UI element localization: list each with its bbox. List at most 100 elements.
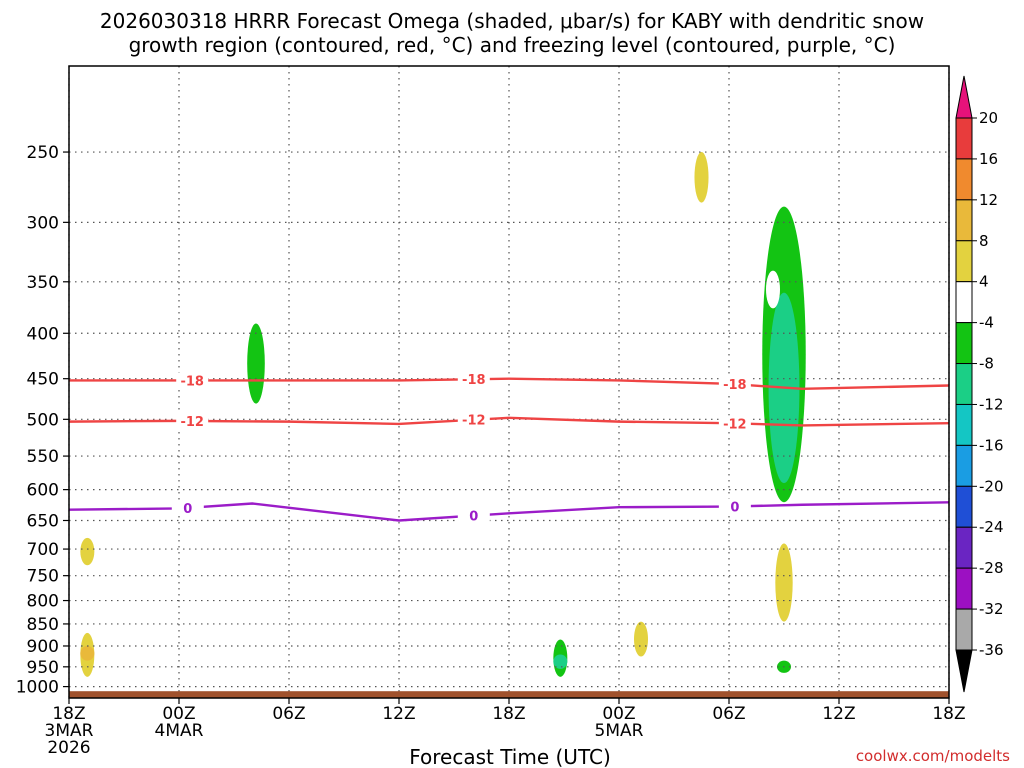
colorbar-swatch-10 <box>955 526 973 569</box>
y-tick-label-250: 250 <box>27 143 59 163</box>
temperature-contours: -18 -18 -18 -12 -12 -12 0 0 0 <box>68 371 950 525</box>
x-axis-label: Forecast Time (UTC) <box>409 745 611 768</box>
contour-label-bg-1-2 <box>718 415 751 432</box>
contour-label-bg-1-0 <box>176 412 209 429</box>
x-tick-label-0-0: 18Z <box>52 704 85 724</box>
y-tick-label-950: 950 <box>27 658 59 678</box>
omega-shading <box>80 152 806 677</box>
colorbar-swatch-0 <box>955 117 973 160</box>
contour-label-1-1: -12 <box>462 414 486 429</box>
y-tick-label-550: 550 <box>27 447 59 467</box>
colorbar-label-12: -32 <box>979 600 1004 618</box>
colorbar-under-triangle <box>955 649 973 693</box>
terrain-band <box>69 691 949 698</box>
y-tick-label-500: 500 <box>27 410 59 430</box>
x-tick-label-6-0: 06Z <box>712 704 745 724</box>
colorbar: 20 16 12 8 4 -4 -8 -12 -16 -20 -24 -28 -32 -36 <box>955 75 1004 693</box>
contour-label-2-2: 0 <box>730 500 739 515</box>
contour-label-bg-0-2 <box>718 376 751 393</box>
y-tick-label-850: 850 <box>27 615 59 635</box>
chart-title-line1: 2026030318 HRRR Forecast Omega (shaded, … <box>100 9 924 33</box>
y-tick-label-650: 650 <box>27 511 59 531</box>
contour-label-0-2: -18 <box>723 378 747 393</box>
colorbar-swatch-7 <box>955 403 973 446</box>
y-tick-label-1000: 1000 <box>16 678 59 698</box>
contour-line-1 <box>68 416 950 427</box>
omega-region-4 <box>247 323 265 404</box>
colorbar-swatch-2 <box>955 199 973 242</box>
x-tick-label-1-1: 4MAR <box>155 721 204 741</box>
colorbar-swatch-1 <box>955 158 973 201</box>
contour-label-bg-0-0 <box>176 372 209 389</box>
colorbar-label-7: -12 <box>979 395 1004 413</box>
y-tick-label-800: 800 <box>27 592 59 612</box>
contour-label-bg-2-0 <box>171 499 204 516</box>
colorbar-label-3: 8 <box>979 232 989 250</box>
y-tick-label-700: 700 <box>27 540 59 560</box>
colorbar-swatch-11 <box>955 567 973 610</box>
colorbar-swatch-4 <box>955 281 973 324</box>
colorbar-label-1: 16 <box>979 150 998 168</box>
colorbar-label-4: 4 <box>979 273 989 291</box>
colorbar-label-11: -28 <box>979 559 1004 577</box>
contour-label-bg-0-1 <box>457 371 490 388</box>
colorbar-label-6: -8 <box>979 355 994 373</box>
credit-text: coolwx.com/modelts <box>856 747 1010 765</box>
x-tick-label-5-1: 5MAR <box>595 721 644 741</box>
colorbar-label-8: -16 <box>979 436 1004 454</box>
contour-label-1-2: -12 <box>723 417 747 432</box>
colorbar-swatch-9 <box>955 485 973 528</box>
colorbar-swatch-8 <box>955 444 973 487</box>
y-tick-label-400: 400 <box>27 324 59 344</box>
x-tick-label-5-0: 00Z <box>602 704 635 724</box>
colorbar-swatch-12 <box>955 608 973 651</box>
ground-terrain <box>69 691 949 698</box>
contour-label-1-0: -12 <box>180 415 204 430</box>
grid-lines <box>68 66 950 698</box>
colorbar-label-13: -36 <box>979 641 1004 659</box>
chart-title-line2: growth region (contoured, red, °C) and f… <box>129 33 896 57</box>
y-tick-label-900: 900 <box>27 637 59 657</box>
y-tick-label-600: 600 <box>27 481 59 501</box>
omega-region-11 <box>775 543 793 622</box>
contour-label-0-1: -18 <box>462 373 486 388</box>
colorbar-swatch-5 <box>955 322 973 365</box>
x-tick-label-4-0: 18Z <box>492 704 525 724</box>
y-tick-label-300: 300 <box>27 213 59 233</box>
x-tick-label-2-0: 06Z <box>272 704 305 724</box>
y-tick-label-450: 450 <box>27 370 59 390</box>
colorbar-label-2: 12 <box>979 191 998 209</box>
contour-line-0 <box>69 377 950 391</box>
x-tick-label-7-0: 12Z <box>822 704 855 724</box>
x-tick-label-8-0: 18Z <box>932 704 965 724</box>
omega-region-6 <box>553 654 568 669</box>
colorbar-label-0: 20 <box>979 109 998 127</box>
colorbar-swatch-6 <box>955 363 973 405</box>
colorbar-swatch-3 <box>955 240 973 283</box>
contour-label-2-0: 0 <box>183 502 192 517</box>
colorbar-label-5: -4 <box>979 314 994 332</box>
omega-region-10 <box>634 621 648 657</box>
y-tick-label-750: 750 <box>27 567 59 587</box>
contour-label-bg-2-2 <box>718 498 751 515</box>
omega-region-8 <box>80 645 95 661</box>
omega-region-3 <box>694 152 709 203</box>
colorbar-label-9: -20 <box>979 477 1004 495</box>
contour-label-bg-2-1 <box>457 507 490 524</box>
omega-region-2 <box>766 270 780 309</box>
contour-label-bg-1-1 <box>457 411 490 428</box>
colorbar-over-triangle <box>955 75 973 119</box>
y-axis-ticks: 2503003504004505005506006507007508008509… <box>16 143 69 698</box>
contour-label-0-0: -18 <box>180 374 204 389</box>
contour-label-2-1: 0 <box>469 510 478 525</box>
colorbar-label-10: -24 <box>979 518 1004 536</box>
x-tick-label-3-0: 12Z <box>382 704 415 724</box>
x-tick-label-0-1: 3MAR <box>45 721 94 741</box>
omega-region-9 <box>80 537 95 566</box>
x-tick-label-1-0: 00Z <box>162 704 195 724</box>
y-tick-label-350: 350 <box>27 273 59 293</box>
x-tick-label-0-2: 2026 <box>47 738 90 758</box>
